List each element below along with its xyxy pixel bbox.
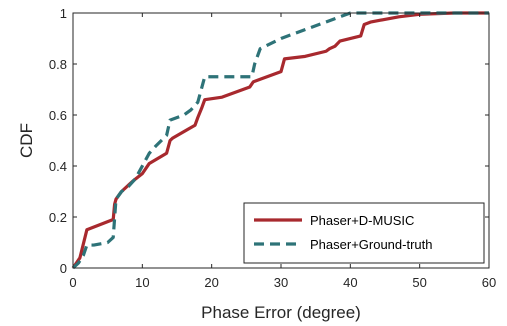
- x-tick-label: 30: [274, 275, 288, 290]
- x-tick-label: 10: [135, 275, 149, 290]
- x-axis-label: Phase Error (degree): [201, 303, 361, 322]
- x-tick-label: 60: [482, 275, 496, 290]
- y-tick-label: 0: [60, 261, 67, 276]
- ticks-layer: 0 10 20 30 40 50 60 0 0.2 0.4 0.6 0.8 1: [49, 6, 496, 290]
- x-tick-label: 40: [343, 275, 357, 290]
- y-tick-label: 0.6: [49, 108, 67, 123]
- y-tick-label: 0.8: [49, 57, 67, 72]
- series-layer: [71, 11, 489, 270]
- legend-entry-label: Phaser+Ground-truth: [310, 237, 432, 252]
- x-tick-label: 0: [69, 275, 76, 290]
- x-tick-label: 20: [204, 275, 218, 290]
- legend: Phaser+D-MUSIC Phaser+Ground-truth: [243, 202, 485, 264]
- y-tick-label: 0.4: [49, 159, 67, 174]
- legend-box: [243, 202, 485, 264]
- y-tick-label: 0.2: [49, 210, 67, 225]
- y-tick-label: 1: [60, 6, 67, 21]
- legend-entry-label: Phaser+D-MUSIC: [310, 213, 414, 228]
- x-tick-label: 50: [412, 275, 426, 290]
- y-axis-label: CDF: [17, 123, 36, 158]
- series-line-ground-truth: [71, 11, 489, 270]
